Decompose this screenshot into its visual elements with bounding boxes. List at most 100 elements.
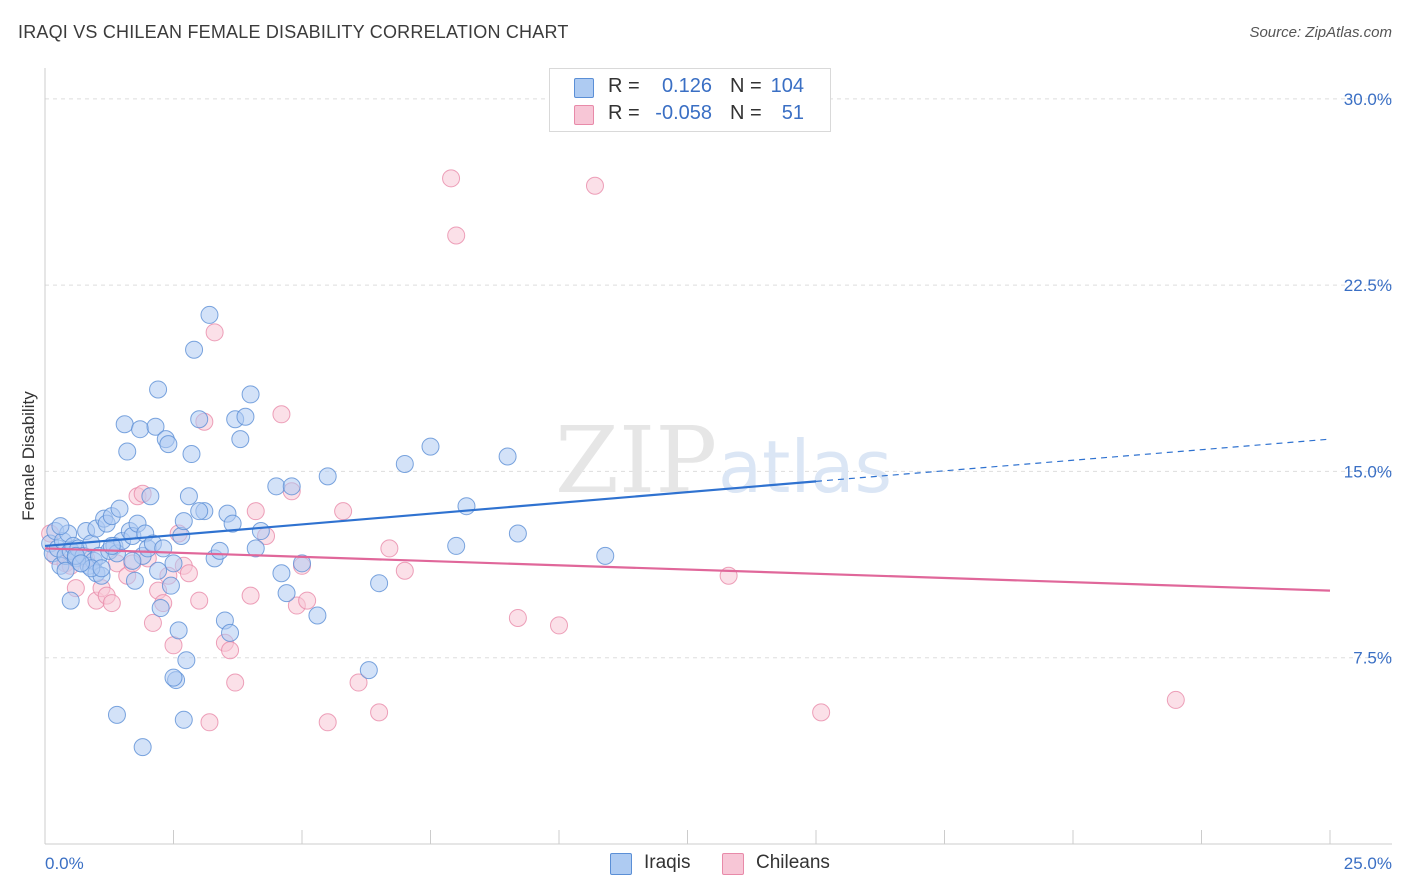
iraqi-point <box>179 487 198 506</box>
y-axis-label: Female Disability <box>19 391 38 521</box>
axes <box>44 68 1392 845</box>
iraqi-point <box>508 524 527 543</box>
x-tick-label: 0.0% <box>45 854 84 873</box>
iraqi-point <box>107 705 126 724</box>
iraqi-point <box>164 554 183 573</box>
iraqi-point <box>174 512 193 531</box>
iraqi-point <box>154 539 173 558</box>
chilean-point <box>370 703 389 722</box>
iraqi-point <box>56 561 75 580</box>
iraqi-point <box>421 437 440 456</box>
r-value: -0.058 <box>655 102 712 124</box>
iraqi-point <box>185 340 204 359</box>
chilean-point <box>102 594 121 613</box>
r-label: R = <box>608 102 640 124</box>
iraqi-point <box>359 661 378 680</box>
iraqi-point <box>447 536 466 555</box>
iraqi-trend-line <box>44 480 817 548</box>
iraqi-point <box>118 442 137 461</box>
iraqi-point <box>159 435 178 454</box>
chilean-point <box>241 586 260 605</box>
series-iraqis-points <box>41 305 615 757</box>
chilean-point <box>349 673 368 692</box>
iraqi-point <box>123 551 142 570</box>
iraqi-point <box>164 668 183 687</box>
iraqi-point <box>115 415 134 434</box>
chilean-point <box>179 564 198 583</box>
watermark-atlas: atlas <box>718 425 892 509</box>
n-value: 51 <box>781 102 804 124</box>
chilean-point <box>318 713 337 732</box>
iraqi-point <box>293 554 311 573</box>
x-tick-label: 25.0% <box>1344 854 1392 873</box>
iraqi-point <box>61 591 80 610</box>
chilean-point <box>1166 690 1185 709</box>
legend-label-iraqis: Iraqis <box>644 852 691 873</box>
legend-row-chileans: R = -0.058 N = 51 <box>550 100 830 128</box>
iraqi-point <box>277 584 296 603</box>
y-tick-label: 22.5% <box>1344 276 1392 295</box>
chilean-point <box>226 673 245 692</box>
chilean-point <box>272 405 291 424</box>
iraqi-point <box>200 305 219 324</box>
iraqi-point <box>151 599 170 618</box>
chilean-point <box>200 713 219 732</box>
chilean-point <box>143 613 162 632</box>
r-label: R = <box>608 75 640 97</box>
iraqi-point <box>133 738 152 757</box>
iraqi-point <box>182 445 201 464</box>
y-tick-label: 15.0% <box>1344 462 1392 481</box>
iraqi-point <box>221 623 240 642</box>
iraqi-point <box>210 541 229 560</box>
chilean-point <box>246 502 265 521</box>
correlation-legend: R = 0.126 N = 104 R = -0.058 N = 51 <box>549 68 831 132</box>
legend-label-chileans: Chileans <box>756 852 830 873</box>
series-legend: Iraqis Chileans <box>0 850 1406 880</box>
gridlines <box>45 98 1392 659</box>
iraqi-point <box>246 539 265 558</box>
iraqi-point <box>395 454 414 473</box>
chilean-point <box>298 591 317 610</box>
iraqi-point <box>146 417 165 436</box>
chileans-swatch <box>574 105 594 125</box>
chart-title: IRAQI VS CHILEAN FEMALE DISABILITY CORRE… <box>18 22 569 42</box>
trend-lines <box>44 438 1331 592</box>
iraqi-point <box>241 385 260 404</box>
n-label: N = <box>730 102 762 124</box>
chilean-point <box>442 169 461 188</box>
chileans-swatch <box>722 853 744 875</box>
chilean-point <box>190 591 209 610</box>
iraqi-point <box>282 477 301 496</box>
r-value: 0.126 <box>661 75 712 97</box>
iraqis-swatch <box>574 78 594 98</box>
chilean-point <box>395 561 414 580</box>
iraqi-point <box>51 517 70 536</box>
chilean-trend-line <box>44 547 1331 592</box>
iraqi-point <box>190 410 209 429</box>
iraqi-point <box>174 710 193 729</box>
chilean-point <box>585 176 604 195</box>
chilean-point <box>334 502 353 521</box>
iraqi-point <box>149 561 168 580</box>
tick-labels: 7.5% 15.0% 22.5% 30.0% 0.0% 25.0% <box>45 90 1392 873</box>
iraqi-point <box>236 407 255 426</box>
iraqi-point <box>596 546 615 565</box>
n-label: N = <box>730 75 762 97</box>
iraqi-point <box>190 502 209 521</box>
n-value: 104 <box>770 75 804 97</box>
chilean-point <box>508 608 527 627</box>
iraqi-point <box>272 564 291 583</box>
chilean-point <box>812 703 831 722</box>
watermark-zip: ZIP <box>555 407 717 514</box>
iraqi-point <box>131 420 150 439</box>
iraqi-point <box>161 576 180 595</box>
iraqi-point <box>308 606 327 625</box>
iraqi-point <box>267 477 286 496</box>
chilean-point <box>380 539 399 558</box>
iraqi-point <box>231 430 250 449</box>
iraqi-trend-extension <box>815 438 1331 482</box>
iraqi-point <box>318 467 337 486</box>
chilean-point <box>205 323 224 342</box>
iraqi-point <box>125 571 144 590</box>
